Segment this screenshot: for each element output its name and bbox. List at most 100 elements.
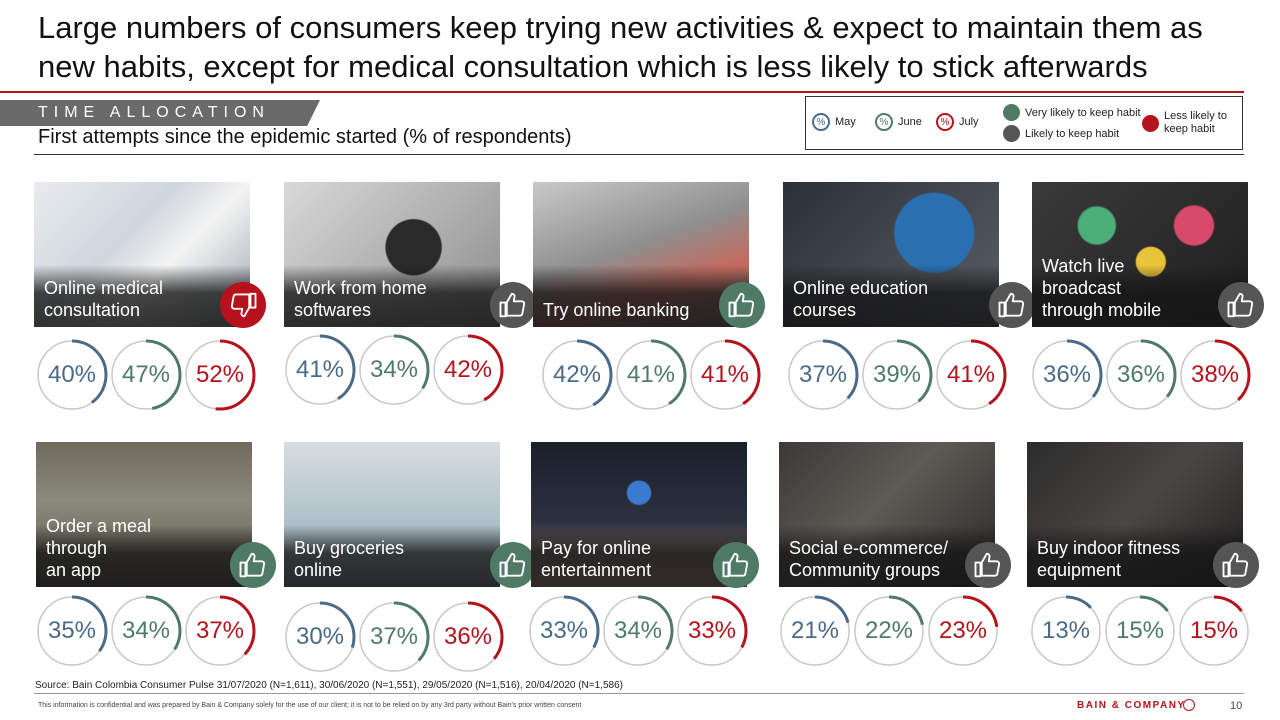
ring-june: 34% [601,594,675,668]
legend-july-ring: % [936,113,954,131]
ring-july: 36% [431,600,505,674]
activity-card: Buy groceries online [284,442,536,588]
activity-label: Social e-commerce/Community groups [789,537,955,581]
ring-value-june: 36% [1116,361,1166,388]
legend-likely: Likely to keep habit [1003,125,1119,142]
legend-very-likely: Very likely to keep habit [1003,104,1141,121]
activity-label-line2: through mobile [1042,300,1162,320]
ring-value-may: 37% [798,361,848,388]
ring-may: 13% [1029,594,1103,668]
photo-shade [1032,265,1248,327]
ring-value-june: 34% [121,617,171,644]
monthly-rings: 33% 34% 33% [527,594,757,668]
legend: % May % June % July Very likely to keep … [805,96,1243,150]
activity-label: Buy indoor fitness equipment [1037,537,1203,581]
photo-shade [36,525,252,587]
ring-july: 37% [183,594,257,668]
ring-may: 42% [540,338,614,412]
ring-value-may: 35% [47,617,97,644]
ring-value-june: 47% [121,361,171,388]
ring-value-may: 36% [1042,361,1092,388]
activity-label-line1: Social e-commerce/ [789,538,949,558]
ring-value-july: 41% [700,361,750,388]
ring-value-july: 38% [1190,361,1240,388]
ring-may: 40% [35,338,109,412]
activity-label-line2: equipment [1037,560,1122,580]
ring-july: 23% [926,594,1000,668]
ring-value-july: 52% [195,361,245,388]
legend-july: % July [936,113,979,131]
ring-june: 36% [1104,338,1178,412]
thumbs-down-icon [220,282,266,328]
ring-value-june: 22% [864,617,914,644]
activity-label-line2: Community groups [789,560,941,580]
ring-july: 42% [431,333,505,407]
ring-value-july: 33% [687,617,737,644]
disclaimer: This information is confidential and was… [38,702,582,709]
ring-june: 37% [357,600,431,674]
activity-label: Online education courses [793,277,959,321]
ring-june: 47% [109,338,183,412]
ring-value-may: 42% [552,361,602,388]
thumbs-up-icon [1003,104,1020,121]
ring-may: 21% [778,594,852,668]
ring-may: 36% [1030,338,1104,412]
activity-card: Online education courses [783,182,1035,328]
photo-shade [783,265,999,327]
ring-value-july: 15% [1189,617,1239,644]
source-note: Source: Bain Colombia Consumer Pulse 31/… [35,680,623,691]
photo-shade [284,525,500,587]
thumbs-up-icon [1213,542,1259,588]
activity-label: Order a meal through an app [46,515,212,581]
ring-value-may: 13% [1041,617,1091,644]
subtitle-divider [34,154,1244,155]
monthly-rings: 40% 47% 52% [35,338,265,412]
legend-may: % May [812,113,856,131]
ring-value-june: 37% [369,623,419,650]
ring-may: 37% [786,338,860,412]
activity-label-line2: consultation [44,300,141,320]
ring-july: 38% [1178,338,1252,412]
activity-label: Watch live broadcast through mobile [1042,255,1208,321]
activity-label: Work from home softwares [294,277,460,321]
ring-value-july: 36% [443,623,493,650]
legend-may-ring: % [812,113,830,131]
ring-value-june: 39% [872,361,922,388]
photo-shade [533,265,749,327]
section-tag: TIME ALLOCATION [0,100,320,126]
thumbs-up-icon [1218,282,1264,328]
section-tag-label: TIME ALLOCATION [38,104,270,121]
ring-value-july: 41% [946,361,996,388]
ring-value-june: 34% [613,617,663,644]
activity-label-line1: Pay for online [541,538,652,558]
activity-card: Online medical consultation [34,182,266,328]
ring-value-june: 34% [369,356,419,383]
thumbs-up-icon [1003,125,1020,142]
activity-card: Order a meal through an app [36,442,276,588]
legend-less-likely: Less likely to keep habit [1142,110,1238,136]
activity-label-line1: Buy groceries [294,538,405,558]
ring-value-may: 33% [539,617,589,644]
ring-july: 33% [675,594,749,668]
ring-value-may: 30% [295,623,345,650]
photo-shade [284,265,500,327]
photo-shade [531,525,747,587]
legend-june-label: June [898,116,922,128]
page-number: 10 [1230,700,1243,712]
activity-label-line1: Try online banking [543,300,690,320]
monthly-rings: 35% 34% 37% [35,594,265,668]
activity-label-line2: courses [793,300,857,320]
monthly-rings: 36% 36% 38% [1030,338,1260,412]
activity-label: Pay for online entertainment [541,537,707,581]
activity-label-line1: Online medical [44,278,164,298]
ring-value-july: 42% [443,356,493,383]
title-divider [0,91,1244,93]
legend-june-ring: % [875,113,893,131]
thumbs-down-icon [1142,114,1159,132]
slide-subtitle: First attempts since the epidemic starte… [38,126,572,148]
thumbs-up-icon [490,542,536,588]
activity-card: Try online banking [533,182,765,328]
legend-june: % June [875,113,922,131]
ring-may: 41% [283,333,357,407]
ring-may: 30% [283,600,357,674]
